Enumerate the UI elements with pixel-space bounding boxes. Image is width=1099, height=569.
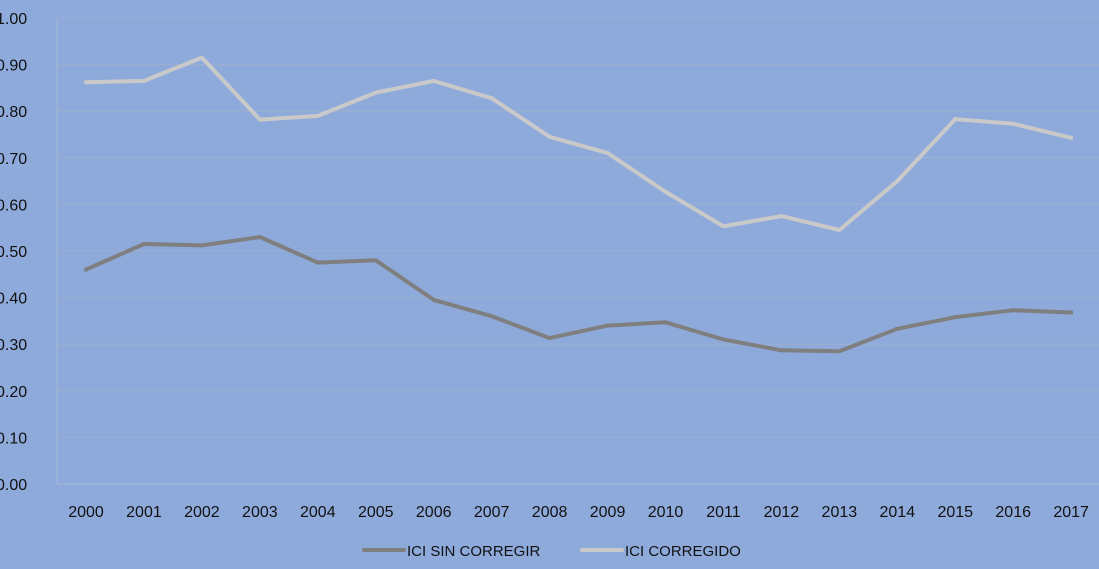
x-tick-label: 2017 <box>1053 504 1089 521</box>
data-point <box>84 267 88 272</box>
x-tick-label: 2004 <box>300 504 336 521</box>
x-tick-label: 2015 <box>937 504 973 521</box>
y-tick-label: 1.00 <box>0 11 27 28</box>
data-point <box>199 55 204 60</box>
data-point <box>663 320 668 325</box>
x-tick-label: 2010 <box>648 504 684 521</box>
series-lines <box>84 55 1074 354</box>
data-point <box>605 323 610 328</box>
y-tick-label: 0.60 <box>0 197 27 214</box>
y-axis-ticks: 0.00 0.10 0.20 0.30 0.40 0.50 0.60 0.70 0.80 0.90… <box>0 11 27 494</box>
x-tick-label: 2008 <box>532 504 568 521</box>
data-point <box>489 314 494 319</box>
x-tick-label: 2000 <box>68 504 104 521</box>
data-point <box>779 214 784 219</box>
data-point <box>489 96 494 101</box>
axes <box>56 18 1099 485</box>
gridlines <box>57 17 1099 438</box>
data-point <box>431 78 436 83</box>
data-point <box>315 113 320 118</box>
data-point <box>953 117 958 122</box>
data-point <box>1011 121 1016 126</box>
legend-label: ICI CORREGIDO <box>625 543 741 560</box>
data-point <box>373 90 378 95</box>
data-point <box>315 260 320 265</box>
data-point <box>721 337 726 342</box>
data-point <box>953 315 958 320</box>
y-tick-label: 0.00 <box>0 477 27 494</box>
data-point <box>431 297 436 302</box>
data-point <box>84 80 88 85</box>
x-tick-label: 2003 <box>242 504 278 521</box>
x-tick-label: 2012 <box>764 504 800 521</box>
legend: ICI SIN CORREGIR ICI CORREGIDO <box>362 543 741 560</box>
data-point <box>721 224 726 229</box>
data-point <box>547 336 552 341</box>
x-tick-label: 2006 <box>416 504 452 521</box>
data-point <box>257 235 262 240</box>
y-tick-label: 0.20 <box>0 384 27 401</box>
x-tick-label: 2002 <box>184 504 220 521</box>
x-tick-label: 2001 <box>126 504 162 521</box>
x-tick-label: 2005 <box>358 504 394 521</box>
data-point <box>141 242 146 247</box>
data-point <box>199 243 204 248</box>
data-point <box>1069 310 1074 315</box>
y-tick-label: 0.90 <box>0 58 27 75</box>
data-point <box>547 134 552 139</box>
series-line-2 <box>84 55 1074 232</box>
y-tick-label: 0.40 <box>0 291 27 308</box>
y-tick-label: 0.10 <box>0 430 27 447</box>
x-tick-label: 2009 <box>590 504 626 521</box>
data-point <box>373 258 378 263</box>
data-point <box>605 151 610 156</box>
x-tick-label: 2014 <box>880 504 916 521</box>
legend-label: ICI SIN CORREGIR <box>407 543 541 560</box>
y-tick-label: 0.70 <box>0 151 27 168</box>
series-line-1 <box>84 235 1074 354</box>
x-axis-ticks: 2000 2001 2002 2003 2004 2005 2006 2007 2008 2009… <box>68 504 1089 521</box>
x-tick-label: 2007 <box>474 504 510 521</box>
data-point <box>1069 135 1074 140</box>
y-tick-label: 0.50 <box>0 244 27 261</box>
data-point <box>895 326 900 331</box>
data-point <box>837 349 842 354</box>
data-point <box>257 117 262 122</box>
y-tick-label: 0.30 <box>0 337 27 354</box>
x-tick-label: 2016 <box>995 504 1031 521</box>
data-point <box>663 189 668 194</box>
data-point <box>837 228 842 233</box>
data-point <box>141 78 146 83</box>
data-point <box>1011 308 1016 313</box>
data-point <box>779 348 784 353</box>
x-tick-label: 2013 <box>822 504 858 521</box>
y-tick-label: 0.80 <box>0 104 27 121</box>
data-point <box>895 179 900 184</box>
x-tick-label: 2011 <box>706 504 741 521</box>
